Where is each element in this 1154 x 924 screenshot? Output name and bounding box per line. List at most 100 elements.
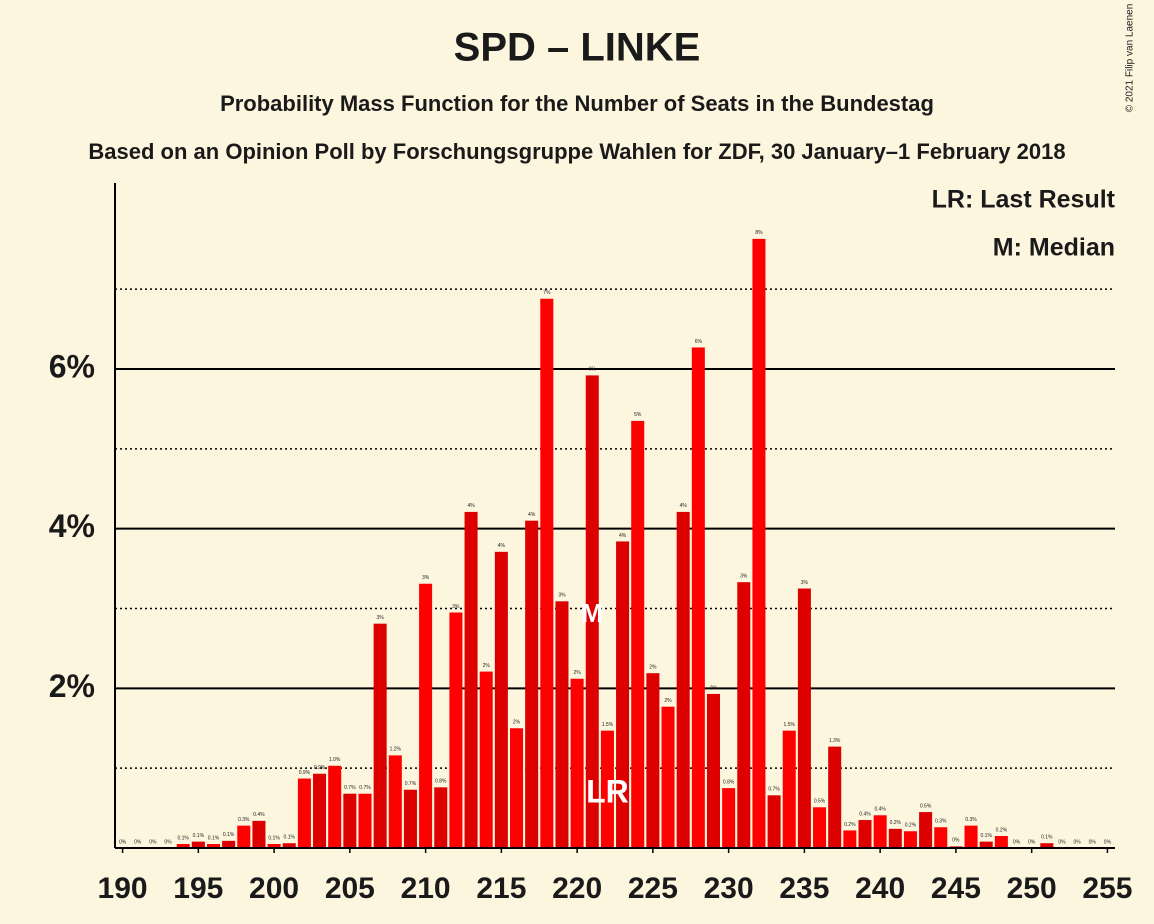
value-label: 0.3% (238, 817, 250, 823)
bar (858, 820, 872, 848)
bar (191, 841, 205, 848)
x-tick-label: 250 (1007, 872, 1057, 905)
bar (873, 815, 887, 848)
bar (494, 551, 508, 848)
bar (737, 582, 751, 848)
value-label: 2% (574, 670, 582, 676)
bar (934, 827, 948, 848)
bar (661, 706, 675, 848)
value-label: 0.3% (935, 819, 947, 825)
value-label: 0.1% (981, 833, 993, 839)
value-label: 0.4% (874, 807, 886, 813)
bar (252, 820, 266, 848)
bar (555, 601, 569, 848)
bar (419, 583, 433, 848)
value-label: 4% (528, 512, 536, 518)
value-label: 0.2% (844, 822, 856, 828)
value-label: 4% (498, 543, 506, 549)
value-label: 2% (513, 720, 521, 726)
value-label: 3% (422, 575, 430, 581)
bar (691, 347, 705, 848)
value-label: 1.5% (602, 722, 614, 728)
chart-subtitle: Probability Mass Function for the Number… (220, 91, 934, 116)
value-label: 8% (755, 230, 763, 236)
bar (676, 511, 690, 848)
bar (206, 844, 220, 848)
bar (919, 812, 933, 848)
bar (540, 298, 554, 848)
x-tick-label: 190 (98, 872, 148, 905)
bar (585, 375, 599, 848)
bar (752, 238, 766, 849)
bar (646, 673, 660, 848)
bar (828, 746, 842, 848)
value-label: 1.2% (390, 747, 402, 753)
value-label: 0.1% (223, 832, 235, 838)
bar (631, 420, 645, 848)
value-label: 0.1% (177, 835, 189, 841)
bar (313, 773, 327, 848)
value-label: 0.3% (965, 817, 977, 823)
bar (903, 831, 917, 848)
x-tick-label: 205 (325, 872, 375, 905)
bar (797, 588, 811, 848)
value-label: 1.0% (329, 757, 341, 763)
value-label: 2% (664, 698, 672, 704)
x-tick-label: 225 (628, 872, 678, 905)
value-label: 0.7% (405, 781, 417, 787)
bar (403, 789, 417, 848)
bar (813, 807, 827, 848)
bar (964, 825, 978, 848)
value-label: 0.7% (359, 785, 371, 791)
bar (782, 730, 796, 848)
bar (722, 788, 736, 848)
bar (282, 843, 296, 848)
bar (358, 793, 372, 848)
y-tick-label: 6% (49, 348, 95, 384)
value-label: 0.8% (435, 779, 447, 785)
bar (570, 678, 584, 848)
x-tick-label: 210 (401, 872, 451, 905)
bar (843, 830, 857, 848)
bar (706, 693, 720, 848)
value-label: 2% (710, 685, 718, 691)
bar (888, 828, 902, 848)
bar (343, 793, 357, 848)
bar (267, 844, 281, 848)
value-label: 0% (134, 839, 142, 845)
chart-caption: Based on an Opinion Poll by Forschungsgr… (88, 139, 1065, 164)
value-label: 4% (619, 533, 627, 539)
value-label: 4% (467, 503, 475, 509)
x-tick-label: 195 (173, 872, 223, 905)
value-label: 6% (589, 367, 597, 373)
last-result-marker: LR (586, 773, 629, 809)
bar (222, 840, 236, 848)
value-label: 0% (1013, 839, 1021, 845)
bar (510, 728, 524, 848)
x-tick-label: 235 (779, 872, 829, 905)
value-label: 0.7% (768, 787, 780, 793)
bar (373, 623, 387, 848)
bar (979, 841, 993, 848)
value-label: 0% (1028, 839, 1036, 845)
y-tick-label: 4% (49, 508, 95, 544)
value-label: 1.3% (829, 738, 841, 744)
bar (525, 520, 539, 848)
legend-entry: M: Median (993, 234, 1115, 262)
bar (237, 825, 251, 848)
value-label: 0.7% (344, 785, 356, 791)
x-tick-label: 245 (931, 872, 981, 905)
value-label: 3% (377, 615, 385, 621)
value-label: 0.1% (1041, 835, 1053, 841)
value-label: 3% (452, 604, 460, 610)
bar (449, 612, 463, 848)
value-label: 0% (1089, 839, 1097, 845)
value-label: 0% (164, 839, 172, 845)
value-label: 0.2% (890, 820, 902, 826)
bar (616, 541, 630, 848)
value-label: 0.2% (905, 823, 917, 829)
x-tick-label: 215 (476, 872, 526, 905)
value-label: 0.1% (268, 835, 280, 841)
value-label: 7% (543, 290, 551, 296)
